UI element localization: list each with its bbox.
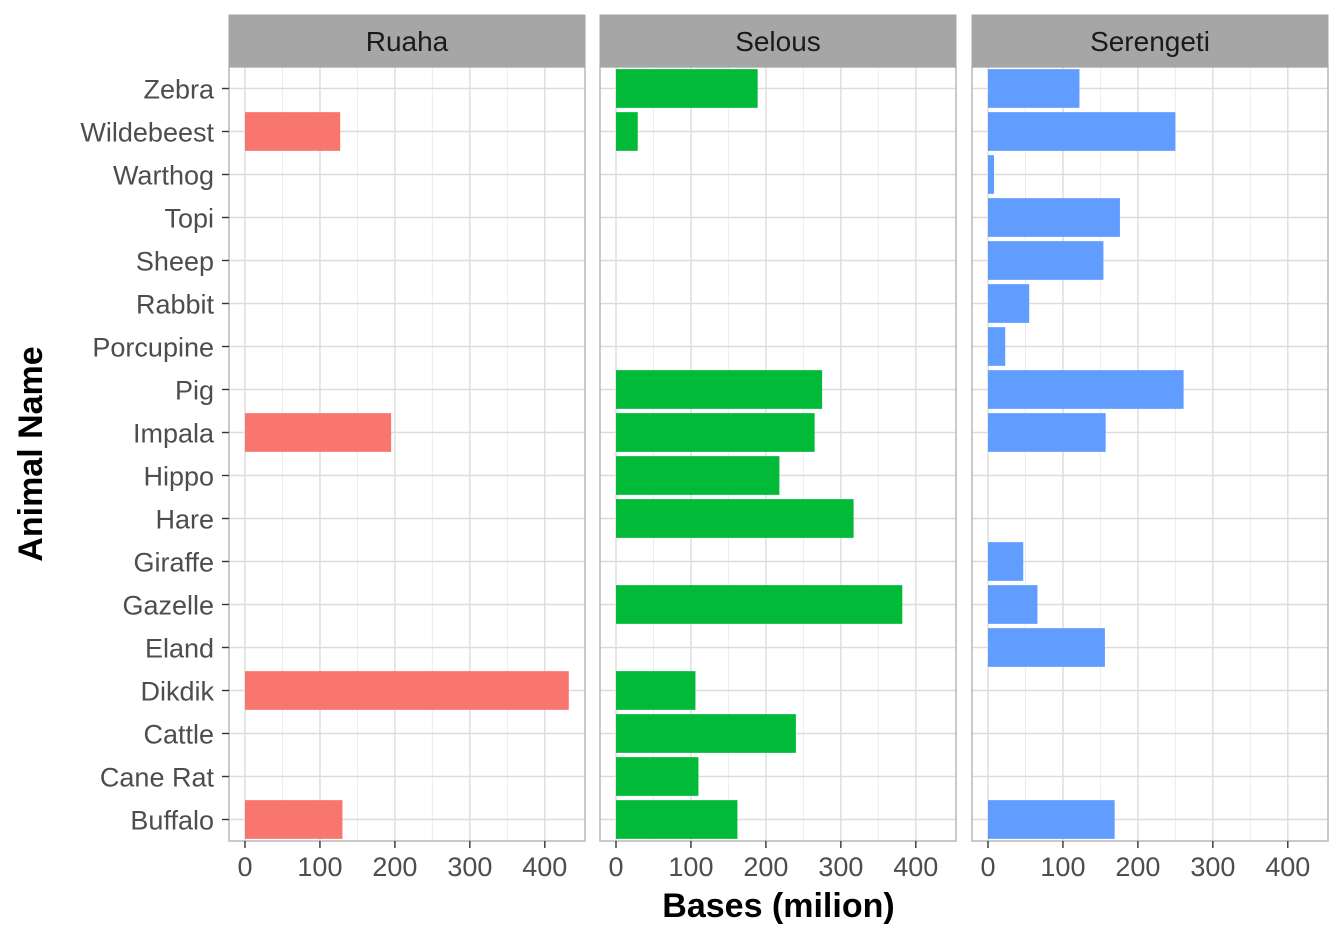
bar-selous-wildebeest: [616, 112, 638, 151]
bar-selous-buffalo: [616, 800, 738, 839]
x-tick-label: 300: [1190, 852, 1235, 882]
facet-panel-ruaha: Ruaha 0 100 200 300 400: [228, 14, 586, 882]
bar-ruaha-buffalo: [245, 800, 343, 839]
x-tick-label: 200: [372, 852, 417, 882]
bar-selous-cane-rat: [616, 757, 699, 796]
bar-serengeti-giraffe: [988, 542, 1024, 581]
bar-ruaha-dikdik: [245, 671, 569, 710]
x-tick-label: 0: [237, 852, 252, 882]
category-label: Hippo: [143, 462, 214, 492]
x-tick-label: 200: [1115, 852, 1160, 882]
facet-strip: [971, 14, 1329, 68]
bar-selous-cattle: [616, 714, 796, 753]
category-label: Impala: [133, 419, 215, 449]
x-tick-label: 400: [893, 852, 938, 882]
x-tick-label: 200: [743, 852, 788, 882]
bar-selous-hippo: [616, 456, 780, 495]
bar-serengeti-pig: [988, 370, 1184, 409]
category-label: Rabbit: [136, 290, 215, 320]
bar-serengeti-impala: [988, 413, 1106, 452]
facet-panel-serengeti: Serengeti 0 100 200 300 400: [971, 14, 1329, 882]
category-label: Hare: [155, 505, 214, 535]
bar-selous-gazelle: [616, 585, 903, 624]
panel-background: [972, 67, 1328, 841]
facet-panel-selous: Selous 0 100 200 300 400: [599, 14, 957, 882]
category-label: Buffalo: [130, 806, 214, 836]
bar-ruaha-wildebeest: [245, 112, 341, 151]
category-label: Sheep: [136, 247, 214, 277]
x-tick-label: 300: [447, 852, 492, 882]
category-label: Cattle: [143, 720, 214, 750]
x-tick-label: 100: [668, 852, 713, 882]
bar-serengeti-topi: [988, 198, 1120, 237]
x-tick-label: 400: [1265, 852, 1310, 882]
bar-serengeti-warthog: [988, 155, 994, 194]
bar-serengeti-sheep: [988, 241, 1104, 280]
category-label: Eland: [145, 634, 214, 664]
panel-background: [600, 67, 956, 841]
bar-serengeti-zebra: [988, 69, 1080, 108]
category-label: Pig: [175, 376, 214, 406]
x-tick-label: 100: [1040, 852, 1085, 882]
y-axis-title: Animal Name: [12, 346, 50, 561]
bar-serengeti-gazelle: [988, 585, 1038, 624]
x-tick-label: 100: [297, 852, 342, 882]
category-label: Warthog: [113, 161, 214, 191]
bar-selous-pig: [616, 370, 823, 409]
category-label: Topi: [164, 204, 214, 234]
bar-serengeti-rabbit: [988, 284, 1030, 323]
category-label: Wildebeest: [80, 118, 214, 148]
category-label: Cane Rat: [100, 763, 215, 793]
bar-selous-impala: [616, 413, 815, 452]
bar-serengeti-porcupine: [988, 327, 1006, 366]
bar-ruaha-impala: [245, 413, 392, 452]
bar-selous-zebra: [616, 69, 758, 108]
x-tick-label: 0: [980, 852, 995, 882]
y-axis-category-labels: Buffalo Cane Rat Cattle Dikdik Eland Gazelle G…: [80, 75, 229, 836]
bar-serengeti-buffalo: [988, 800, 1115, 839]
bar-selous-hare: [616, 499, 854, 538]
category-label: Gazelle: [122, 591, 214, 621]
x-tick-label: 0: [608, 852, 623, 882]
facet-strip-label: Selous: [735, 26, 821, 57]
x-tick-label: 400: [522, 852, 567, 882]
category-label: Zebra: [143, 75, 215, 105]
category-label: Dikdik: [140, 677, 214, 707]
facet-strip-label: Ruaha: [366, 26, 449, 57]
bar-serengeti-wildebeest: [988, 112, 1176, 151]
facet-strip: [599, 14, 957, 68]
bar-serengeti-eland: [988, 628, 1105, 667]
facet-strip-label: Serengeti: [1090, 26, 1210, 57]
panel-background: [229, 67, 585, 841]
facet-strip: [228, 14, 586, 68]
bar-selous-dikdik: [616, 671, 696, 710]
x-tick-label: 300: [818, 852, 863, 882]
category-label: Giraffe: [133, 548, 214, 578]
category-label: Porcupine: [92, 333, 214, 363]
x-axis-title: Bases (milion): [662, 887, 894, 925]
